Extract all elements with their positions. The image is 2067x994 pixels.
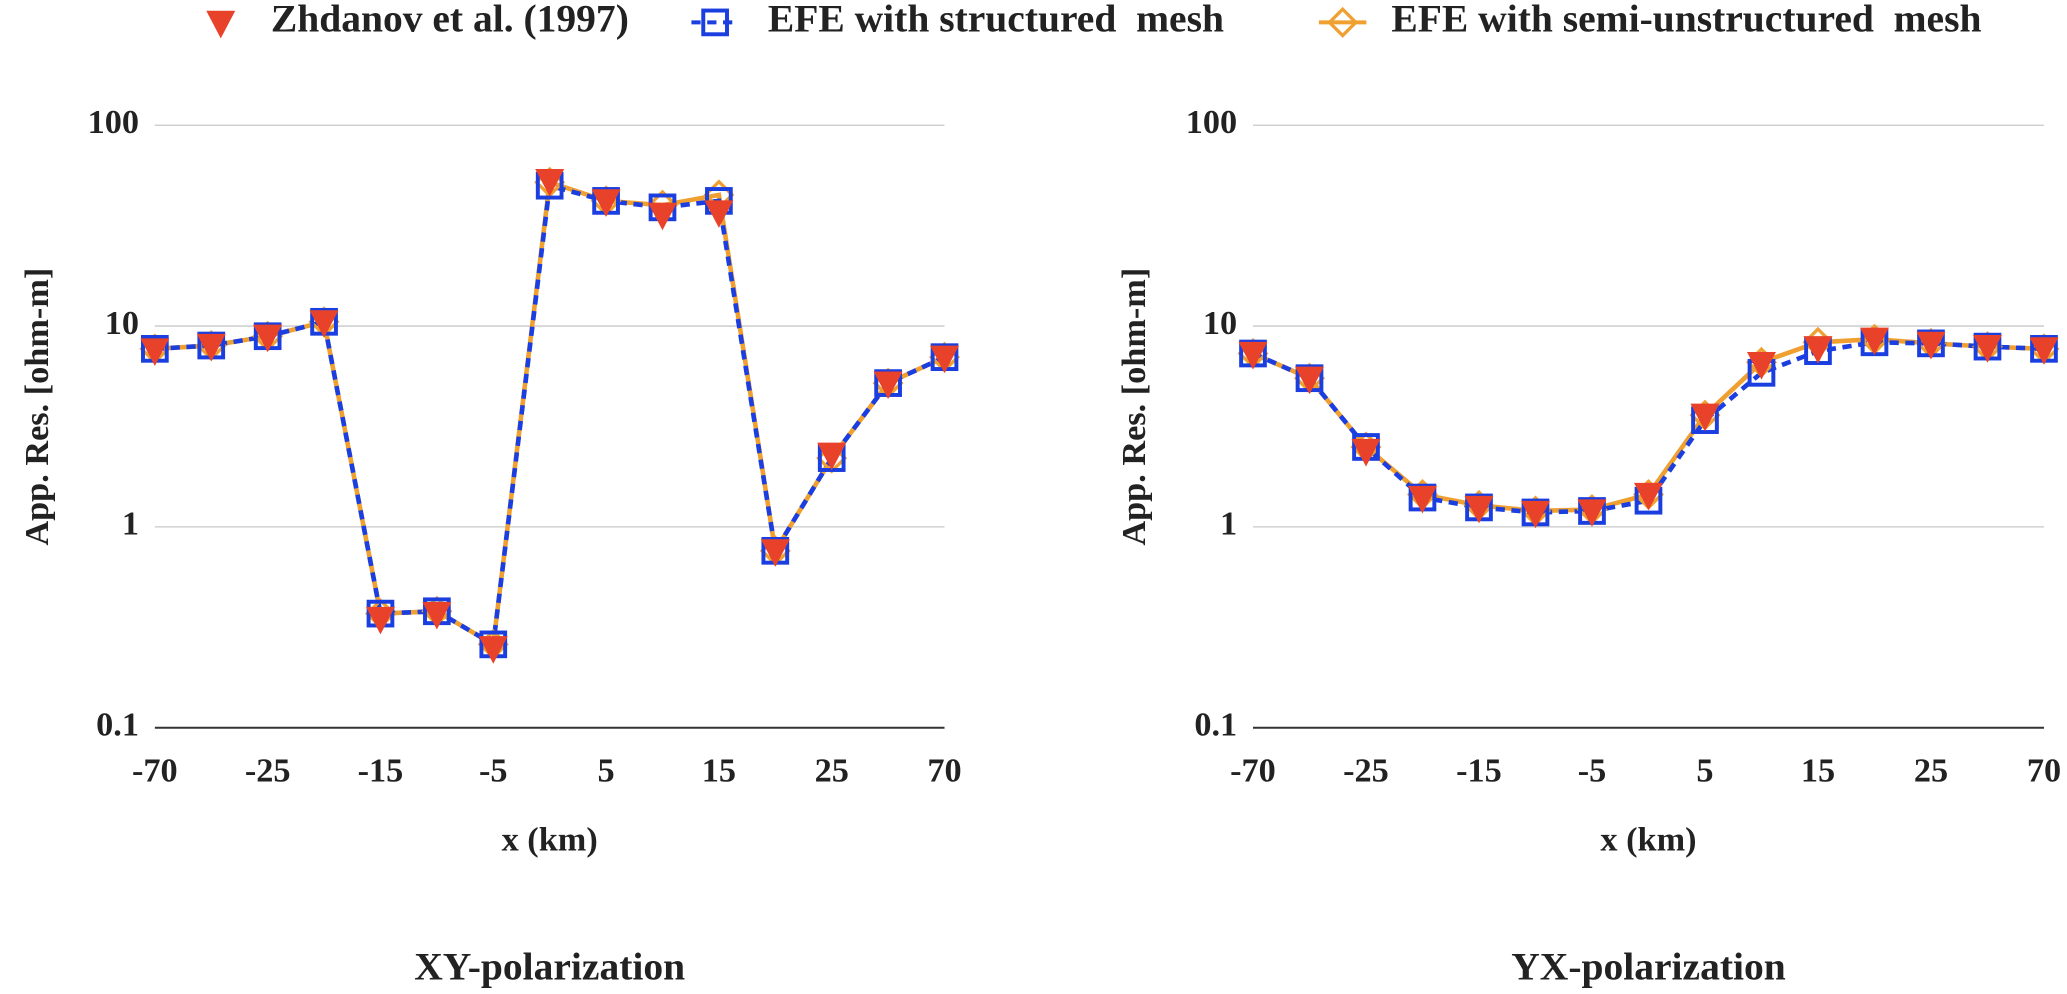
y-tick-label: 0.1 <box>96 706 139 744</box>
y-tick-label: 100 <box>1186 103 1237 141</box>
x-tick-label: -70 <box>132 752 178 790</box>
x-tick-label: -25 <box>1343 752 1389 790</box>
x-tick-label: 25 <box>1914 752 1948 790</box>
x-tick-label: -15 <box>1456 752 1502 790</box>
data-point <box>647 202 677 231</box>
data-point <box>1972 335 2002 363</box>
data-point <box>1633 482 1663 511</box>
series-line <box>154 179 946 649</box>
x-axis-label: x (km) <box>502 820 598 858</box>
data-point <box>1859 327 1889 356</box>
data-point <box>1520 500 1550 529</box>
x-tick-label: 5 <box>598 752 615 790</box>
legend-label: EFE with semi-unstructured mesh <box>1391 0 1981 40</box>
data-point <box>365 606 395 635</box>
data-point <box>196 333 226 362</box>
y-tick-label: 10 <box>105 304 139 342</box>
data-point <box>1803 336 1833 364</box>
data-point <box>930 345 960 374</box>
data-point <box>1407 485 1437 514</box>
data-point <box>253 324 283 353</box>
data-point <box>817 442 847 471</box>
y-tick-label: 1 <box>1220 505 1237 543</box>
x-tick-label: 15 <box>702 752 736 790</box>
y-axis-label: App. Res. [ohm-m] <box>1115 268 1153 546</box>
data-point <box>1577 499 1607 527</box>
data-point <box>1238 341 1268 370</box>
data-point <box>704 200 734 228</box>
legend-label: EFE with structured mesh <box>768 0 1224 40</box>
data-point <box>478 636 508 664</box>
data-point <box>2029 337 2059 365</box>
y-tick-label: 100 <box>88 103 139 141</box>
data-point <box>140 338 170 366</box>
data-point <box>1464 495 1494 524</box>
x-axis-label: x (km) <box>1600 820 1696 858</box>
legend-label: Zhdanov et al. (1997) <box>271 0 629 40</box>
x-tick-label: 70 <box>927 752 961 790</box>
chart-title: YX-polarization <box>1511 944 1786 988</box>
data-point <box>309 310 339 338</box>
data-point <box>1916 331 1946 360</box>
data-point <box>422 601 452 630</box>
x-tick-label: 70 <box>2027 752 2061 790</box>
x-tick-label: -70 <box>1230 752 1276 790</box>
legend-marker <box>206 10 236 39</box>
data-point <box>760 539 790 567</box>
data-point <box>591 189 621 217</box>
data-point <box>535 169 565 197</box>
legend-marker <box>701 8 729 37</box>
y-tick-label: 1 <box>122 505 139 543</box>
x-tick-label: 25 <box>815 752 849 790</box>
y-axis-label: App. Res. [ohm-m] <box>18 268 56 546</box>
x-tick-label: -25 <box>245 752 291 790</box>
x-tick-label: -5 <box>1578 752 1607 790</box>
data-point <box>1351 438 1381 467</box>
x-tick-label: -5 <box>479 752 508 790</box>
series-line <box>1252 340 2045 515</box>
chart-title: XY-polarization <box>414 944 685 988</box>
y-tick-label: 10 <box>1203 304 1237 342</box>
data-point <box>1746 352 1776 380</box>
data-point <box>1294 366 1324 395</box>
x-tick-label: 5 <box>1696 752 1713 790</box>
data-point <box>1690 403 1720 432</box>
x-tick-label: -15 <box>358 752 404 790</box>
y-tick-label: 0.1 <box>1194 706 1237 744</box>
data-point <box>873 371 903 400</box>
x-tick-label: 15 <box>1801 752 1835 790</box>
series-line <box>154 182 946 649</box>
legend-marker <box>1327 6 1359 38</box>
